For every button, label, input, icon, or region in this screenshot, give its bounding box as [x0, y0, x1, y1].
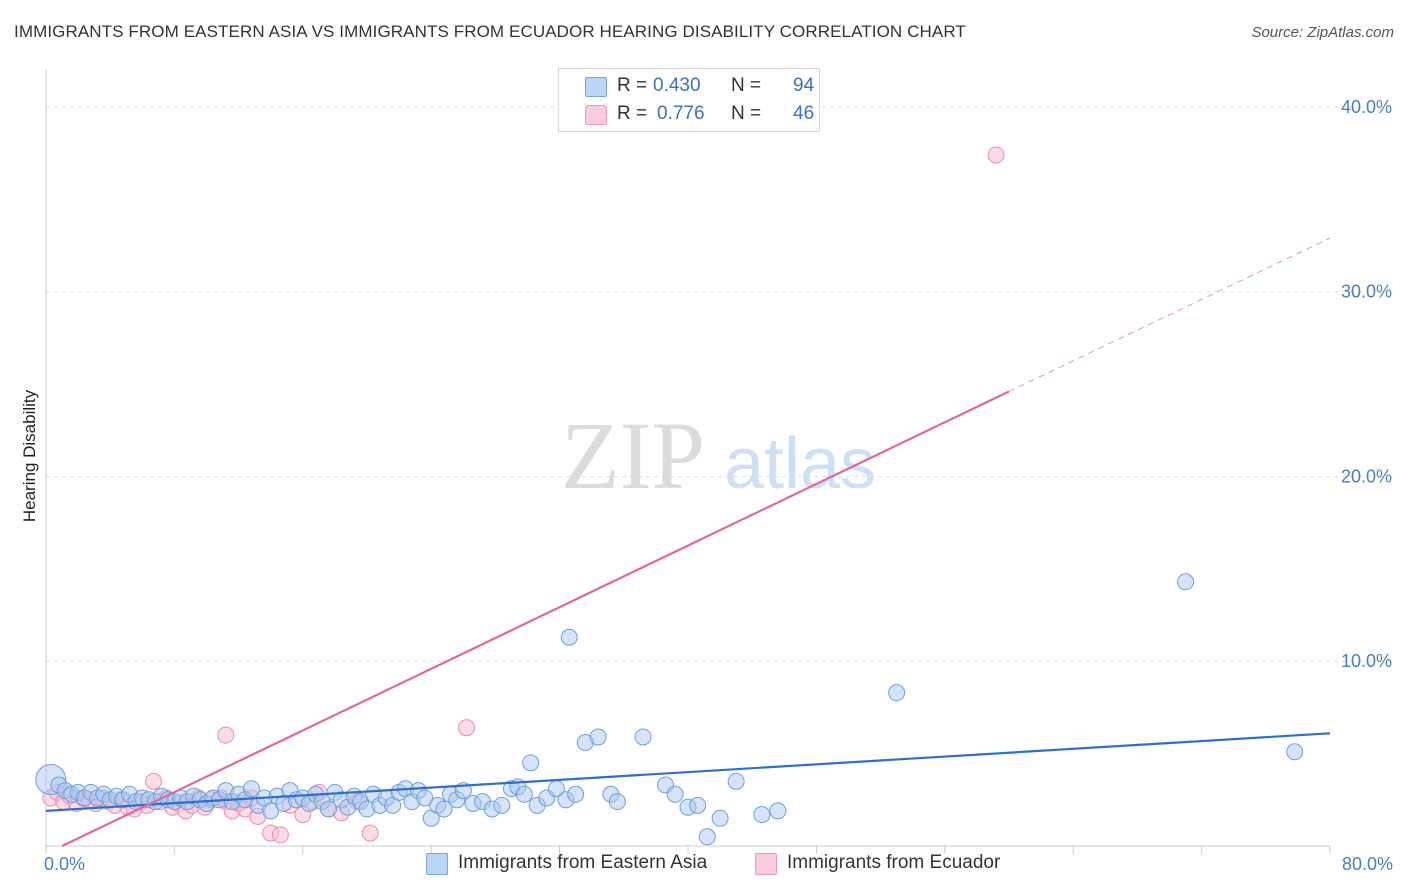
- data-point-eastern-asia: [435, 800, 453, 818]
- data-point-eastern-asia: [689, 796, 707, 814]
- y-tick-label: 10.0%: [1341, 651, 1392, 671]
- data-point-ecuador: [987, 146, 1005, 164]
- x-tick-label: 80.0%: [1342, 854, 1393, 874]
- data-point-eastern-asia: [242, 780, 260, 798]
- axes: [45, 70, 1331, 854]
- gridlines: [46, 106, 1370, 662]
- legend-n-label: N =: [731, 103, 762, 124]
- legend-r-value: 0.776: [657, 103, 705, 124]
- data-point-eastern-asia: [493, 796, 511, 814]
- data-point-eastern-asia: [753, 806, 771, 824]
- data-point-ecuador: [145, 772, 163, 790]
- source-label: Source: ZipAtlas.com: [1251, 24, 1394, 41]
- legend-n-value: 94: [793, 75, 815, 96]
- trend-line-eastern-asia: [45, 732, 1331, 812]
- trend-line-ecuador-extension: [1008, 237, 1331, 392]
- data-point-ecuador: [217, 726, 235, 744]
- data-point-eastern-asia: [567, 785, 585, 803]
- data-point-ecuador: [458, 719, 476, 737]
- data-point-ecuador: [361, 824, 379, 842]
- bottom-legend-swatch-blue: [426, 853, 448, 875]
- data-point-ecuador: [271, 826, 289, 844]
- series-eastern-asia-points: [35, 573, 1304, 846]
- legend-r-value: 0.430: [653, 75, 701, 96]
- trend-lines: [45, 237, 1331, 847]
- legend-r-label: R =: [617, 75, 648, 96]
- data-point-eastern-asia: [560, 628, 578, 646]
- data-point-eastern-asia: [416, 789, 434, 807]
- stats-legend: R = 0.430 N = 94 R = 0.776 N = 46: [558, 68, 820, 132]
- legend-swatch-blue: [585, 77, 607, 97]
- chart-title: IMMIGRANTS FROM EASTERN ASIA VS IMMIGRAN…: [14, 22, 966, 41]
- legend-n-value: 46: [793, 103, 815, 124]
- data-point-eastern-asia: [515, 785, 533, 803]
- data-point-eastern-asia: [698, 828, 716, 846]
- legend-r-label: R =: [617, 103, 648, 124]
- data-point-eastern-asia: [262, 802, 280, 820]
- x-tick-label: 0.0%: [44, 854, 85, 874]
- trend-line-ecuador: [61, 390, 1010, 847]
- y-tick-label: 20.0%: [1341, 466, 1392, 486]
- watermark-zip: ZIP: [561, 402, 705, 509]
- data-point-eastern-asia: [769, 802, 787, 820]
- data-point-eastern-asia: [888, 684, 906, 702]
- y-tick-label: 40.0%: [1341, 97, 1392, 117]
- bottom-legend-label: Immigrants from Ecuador: [787, 852, 1001, 873]
- watermark: ZIP atlas: [561, 402, 876, 509]
- data-point-eastern-asia: [589, 728, 607, 746]
- data-point-eastern-asia: [711, 809, 729, 827]
- data-point-eastern-asia: [522, 754, 540, 772]
- data-point-eastern-asia: [608, 793, 626, 811]
- data-point-eastern-asia: [666, 785, 684, 803]
- y-axis-label: Hearing Disability: [20, 389, 39, 522]
- data-point-eastern-asia: [319, 800, 337, 818]
- data-point-eastern-asia: [634, 728, 652, 746]
- bottom-legend-swatch-pink: [755, 853, 777, 875]
- data-point-eastern-asia: [727, 772, 745, 790]
- legend-swatch-pink: [585, 105, 607, 125]
- tick-labels: 10.0% 20.0% 30.0% 40.0% 0.0% 80.0%: [44, 97, 1393, 874]
- legend-n-label: N =: [731, 75, 762, 96]
- data-point-eastern-asia: [1286, 743, 1304, 761]
- bottom-legend-label: Immigrants from Eastern Asia: [458, 852, 708, 873]
- data-point-eastern-asia: [1177, 573, 1195, 591]
- y-tick-label: 30.0%: [1341, 282, 1392, 302]
